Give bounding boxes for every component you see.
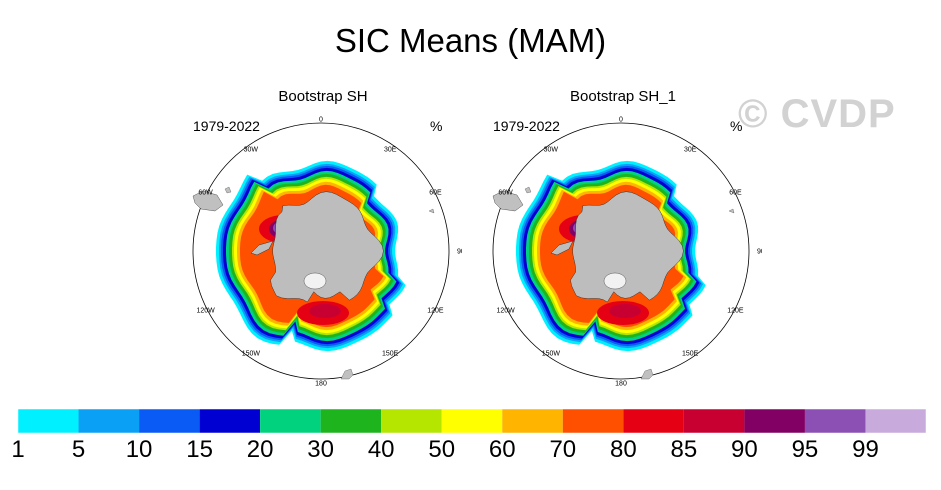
longitude-label: 60E: [729, 190, 742, 197]
longitude-label: 150E: [682, 351, 699, 358]
polar-map: 030E60E90E120E150E180150W120W90W60W30W: [192, 117, 462, 388]
colorbar-swatch: [804, 409, 866, 433]
colorbar-label: 1: [11, 436, 25, 463]
ice-veryhigh-ross: [309, 304, 341, 318]
longitude-label: 150W: [242, 351, 261, 358]
longitude-label: 0: [619, 117, 623, 124]
figure-title: SIC Means (MAM): [334, 22, 607, 59]
ross-ice-shelf: [303, 272, 327, 290]
longitude-label: 0: [319, 117, 323, 124]
ice-veryhigh-ross: [609, 304, 641, 318]
colorbar-label: 30: [307, 436, 335, 463]
falkland-islands: [224, 186, 232, 194]
antarctic-peninsula: [250, 240, 274, 256]
longitude-label: 120E: [427, 308, 444, 315]
map-panel-left: Bootstrap SH 1979-2022 % 0 30E 60E 90E 120E 1…: [192, 88, 493, 398]
falkland-islands: [524, 186, 532, 194]
colorbar-label: 10: [125, 436, 153, 463]
longitude-label: 150E: [382, 351, 399, 358]
panel-years: 1979-2022: [493, 118, 560, 134]
longitude-label: 150W: [542, 351, 561, 358]
colorbar-swatch: [441, 409, 503, 433]
longitude-label: 180: [315, 381, 327, 388]
colorbar-swatch: [139, 409, 200, 433]
south-america-tip: [192, 190, 224, 212]
colorbar-label: 99: [852, 436, 879, 463]
ross-ice-shelf: [603, 272, 627, 290]
colorbar-labels: 1 5 10 15 20 30 40 50 60 70 80 85 90 95 99: [0, 436, 941, 466]
panel-title: Bootstrap SH_1: [570, 88, 676, 105]
kerguelen-island: [728, 208, 735, 214]
longitude-label: 90E: [457, 249, 462, 256]
colorbar-label: 90: [731, 436, 758, 463]
polar-map: 030E60E90E120E150E180150W120W90W60W30W: [492, 117, 762, 388]
colorbar: [18, 409, 926, 434]
colorbar-swatch: [381, 409, 442, 433]
antarctica-landmass: [570, 191, 684, 303]
colorbar-swatch: [744, 409, 805, 433]
colorbar-label: 40: [367, 436, 395, 463]
panel-units: %: [430, 118, 443, 134]
longitude-label: 30W: [244, 146, 259, 153]
longitude-label: 120W: [197, 308, 216, 315]
antarctica-landmass: [270, 191, 384, 303]
longitude-label: 90E: [757, 249, 762, 256]
colorbar-label: 60: [488, 436, 516, 463]
colorbar-label: 70: [549, 436, 577, 463]
colorbar-swatch: [562, 409, 624, 433]
kerguelen-island: [428, 208, 435, 214]
colorbar-swatch: [78, 409, 140, 433]
longitude-label: 30E: [684, 146, 697, 153]
colorbar-swatch: [502, 409, 563, 433]
antarctic-peninsula: [550, 240, 574, 256]
colorbar-label: 15: [186, 436, 213, 463]
south-america-tip: [492, 190, 524, 212]
longitude-label: 120E: [727, 308, 744, 315]
map-panel-right: Bootstrap SH_1 1979-2022 % 0 30E 60E 90E 120…: [492, 88, 793, 398]
colorbar-label: 5: [71, 436, 86, 463]
colorbar-label: 20: [246, 436, 274, 463]
new-zealand-fragment: [340, 368, 354, 380]
colorbar-swatch: [199, 409, 261, 433]
colorbar-swatch: [865, 409, 926, 433]
colorbar-label: 95: [791, 436, 819, 463]
colorbar-swatch: [320, 409, 382, 433]
longitude-label: 120W: [497, 308, 516, 315]
colorbar-label: 80: [609, 436, 637, 463]
colorbar-swatch: [683, 409, 745, 433]
colorbar-label: 50: [428, 436, 456, 463]
panel-title: Bootstrap SH: [278, 88, 368, 105]
new-zealand-fragment: [640, 368, 654, 380]
longitude-label: 30W: [544, 146, 559, 153]
longitude-label: 60E: [429, 190, 442, 197]
panel-years: 1979-2022: [193, 118, 260, 134]
colorbar-swatch: [260, 409, 321, 433]
colorbar-label: 85: [670, 436, 698, 463]
longitude-label: 180: [615, 381, 627, 388]
panel-units: %: [730, 118, 743, 134]
colorbar-swatch: [18, 409, 79, 433]
watermark: © CVDP: [738, 92, 896, 136]
colorbar-swatch: [623, 409, 684, 433]
longitude-label: 30E: [384, 146, 397, 153]
longitude-label: 60W: [198, 190, 213, 197]
longitude-label: 60W: [498, 190, 513, 197]
